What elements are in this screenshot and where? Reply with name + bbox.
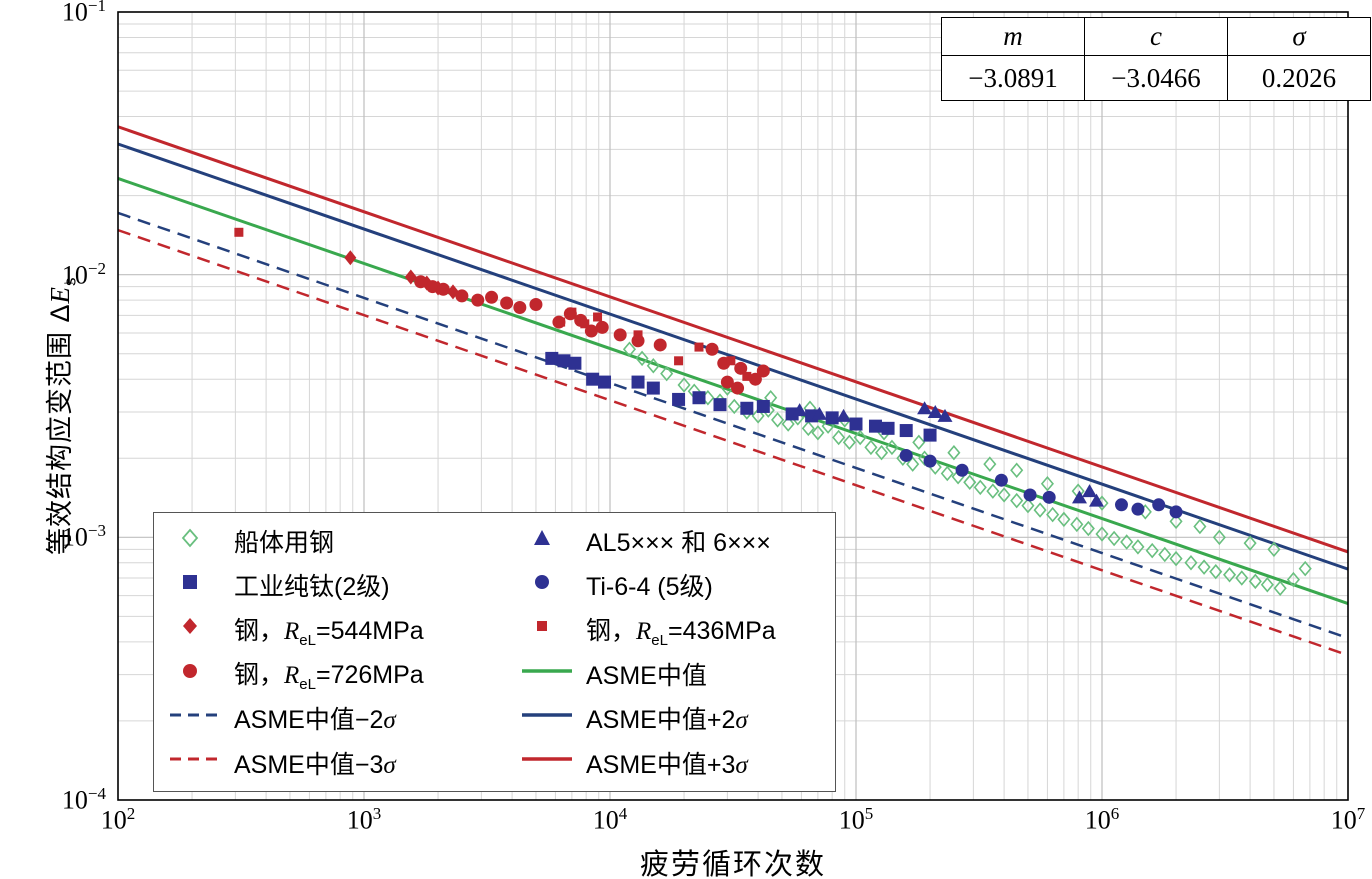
line-asme-minus-3sigma bbox=[117, 228, 1349, 657]
x-axis-title-text: 疲劳循环次数 bbox=[639, 849, 826, 879]
legend-item-label: 工业纯钛(2级) bbox=[234, 573, 390, 602]
asme-mean-minus-3sigma-marker-icon bbox=[168, 745, 222, 780]
legend-item-ti-6-4-grade5: Ti-6-4 (5级) bbox=[520, 564, 835, 606]
param-header-m: m bbox=[941, 17, 1085, 56]
param-value-sigma: 0.2026 bbox=[1227, 55, 1371, 101]
x-tick-label: 107 bbox=[1330, 804, 1366, 835]
parameter-table: m c σ −3.0891 −3.0466 0.2026 bbox=[941, 17, 1371, 101]
y-axis-title: 等效结构应变范围 ΔEs bbox=[38, 276, 80, 555]
steel-726-marker-icon bbox=[168, 657, 222, 692]
steel-544-marker-icon bbox=[168, 612, 222, 647]
x-tick-label: 103 bbox=[346, 804, 382, 835]
hull-steel-marker-icon bbox=[168, 524, 222, 559]
y-axis-title-text: 等效结构应变范围 Δ bbox=[45, 303, 75, 555]
param-value-m: −3.0891 bbox=[941, 55, 1085, 101]
asme-mean-marker-icon bbox=[520, 657, 574, 692]
parameter-table-value-row: −3.0891 −3.0466 0.2026 bbox=[941, 55, 1371, 101]
legend-item-label: AL5××× 和 6××× bbox=[586, 529, 771, 558]
steel-436-marker-icon bbox=[520, 612, 574, 647]
legend: 船体用钢工业纯钛(2级) 钢，ReL=544MPa 钢，ReL=726MPa ASME… bbox=[153, 512, 836, 792]
series-ti-grade2 bbox=[545, 351, 937, 442]
legend-item-label: 船体用钢 bbox=[234, 529, 335, 558]
legend-item-asme-mean-minus-3sigma: ASME中值−3σ bbox=[168, 742, 520, 784]
y-tick-label: 10−2 bbox=[61, 258, 106, 290]
plot-border bbox=[117, 11, 1349, 801]
legend-column-right: AL5××× 和 6××× Ti-6-4 (5级) 钢，ReL=436MPa ASME… bbox=[520, 519, 835, 785]
legend-item-steel-544: 钢，ReL=544MPa bbox=[168, 609, 520, 651]
legend-column-left: 船体用钢工业纯钛(2级) 钢，ReL=544MPa 钢，ReL=726MPa ASME… bbox=[168, 519, 520, 785]
y-tick-label: 10−1 bbox=[61, 0, 106, 27]
parameter-table-header-row: m c σ bbox=[941, 17, 1371, 56]
x-tick-label: 105 bbox=[838, 804, 874, 835]
legend-item-asme-mean: ASME中值 bbox=[520, 653, 835, 695]
asme-mean-plus-2sigma-marker-icon bbox=[520, 701, 574, 736]
legend-item-asme-mean-plus-3sigma: ASME中值+3σ bbox=[520, 742, 835, 784]
param-value-c: −3.0466 bbox=[1084, 55, 1228, 101]
param-header-c: c bbox=[1084, 17, 1228, 56]
legend-item-hull-steel: 船体用钢 bbox=[168, 520, 520, 562]
x-tick-label: 102 bbox=[100, 804, 136, 835]
series-al-5xxx-6xxx bbox=[792, 401, 1105, 507]
series-hull-steel bbox=[622, 341, 1312, 596]
ti-6-4-grade5-marker-icon bbox=[520, 568, 574, 603]
legend-item-label: Ti-6-4 (5级) bbox=[586, 573, 713, 602]
y-tick-label: 10−3 bbox=[61, 521, 106, 552]
legend-item-label: ASME中值−2σ bbox=[234, 706, 396, 735]
x-tick-label: 106 bbox=[1084, 804, 1120, 835]
legend-item-asme-mean-plus-2sigma: ASME中值+2σ bbox=[520, 697, 835, 739]
y-axis-title-subscript: s bbox=[60, 276, 80, 286]
legend-item-label: 钢，ReL=436MPa bbox=[586, 616, 776, 649]
line-asme-plus-3sigma bbox=[117, 125, 1349, 554]
line-asme-minus-2sigma bbox=[117, 211, 1349, 640]
legend-item-al-5xxx-6xxx: AL5××× 和 6××× bbox=[520, 520, 835, 562]
legend-item-label: 钢，ReL=726MPa bbox=[234, 661, 424, 694]
legend-item-steel-436: 钢，ReL=436MPa bbox=[520, 609, 835, 651]
legend-item-label: ASME中值+3σ bbox=[586, 750, 748, 779]
legend-item-label: ASME中值−3σ bbox=[234, 750, 396, 779]
x-tick-label: 104 bbox=[592, 804, 628, 835]
y-tick-label: 10−4 bbox=[61, 784, 106, 815]
legend-item-label: 钢，ReL=544MPa bbox=[234, 616, 424, 649]
legend-item-label: ASME中值 bbox=[586, 662, 707, 691]
legend-item-asme-mean-minus-2sigma: ASME中值−2σ bbox=[168, 697, 520, 739]
asme-mean-plus-3sigma-marker-icon bbox=[520, 745, 574, 780]
series-steel-436 bbox=[234, 227, 752, 381]
legend-item-steel-726: 钢，ReL=726MPa bbox=[168, 653, 520, 695]
legend-item-cp-titanium-grade2: 工业纯钛(2级) bbox=[168, 564, 520, 606]
cp-titanium-grade2-marker-icon bbox=[168, 568, 222, 603]
x-axis-title: 疲劳循环次数 bbox=[118, 841, 1348, 879]
y-axis-title-symbol: E bbox=[45, 285, 75, 304]
series-ti-6-4 bbox=[899, 448, 1183, 519]
param-header-sigma: σ bbox=[1227, 17, 1371, 56]
asme-mean-minus-2sigma-marker-icon bbox=[168, 701, 222, 736]
legend-item-label: ASME中值+2σ bbox=[586, 706, 748, 735]
al-5xxx-6xxx-marker-icon bbox=[520, 524, 574, 559]
